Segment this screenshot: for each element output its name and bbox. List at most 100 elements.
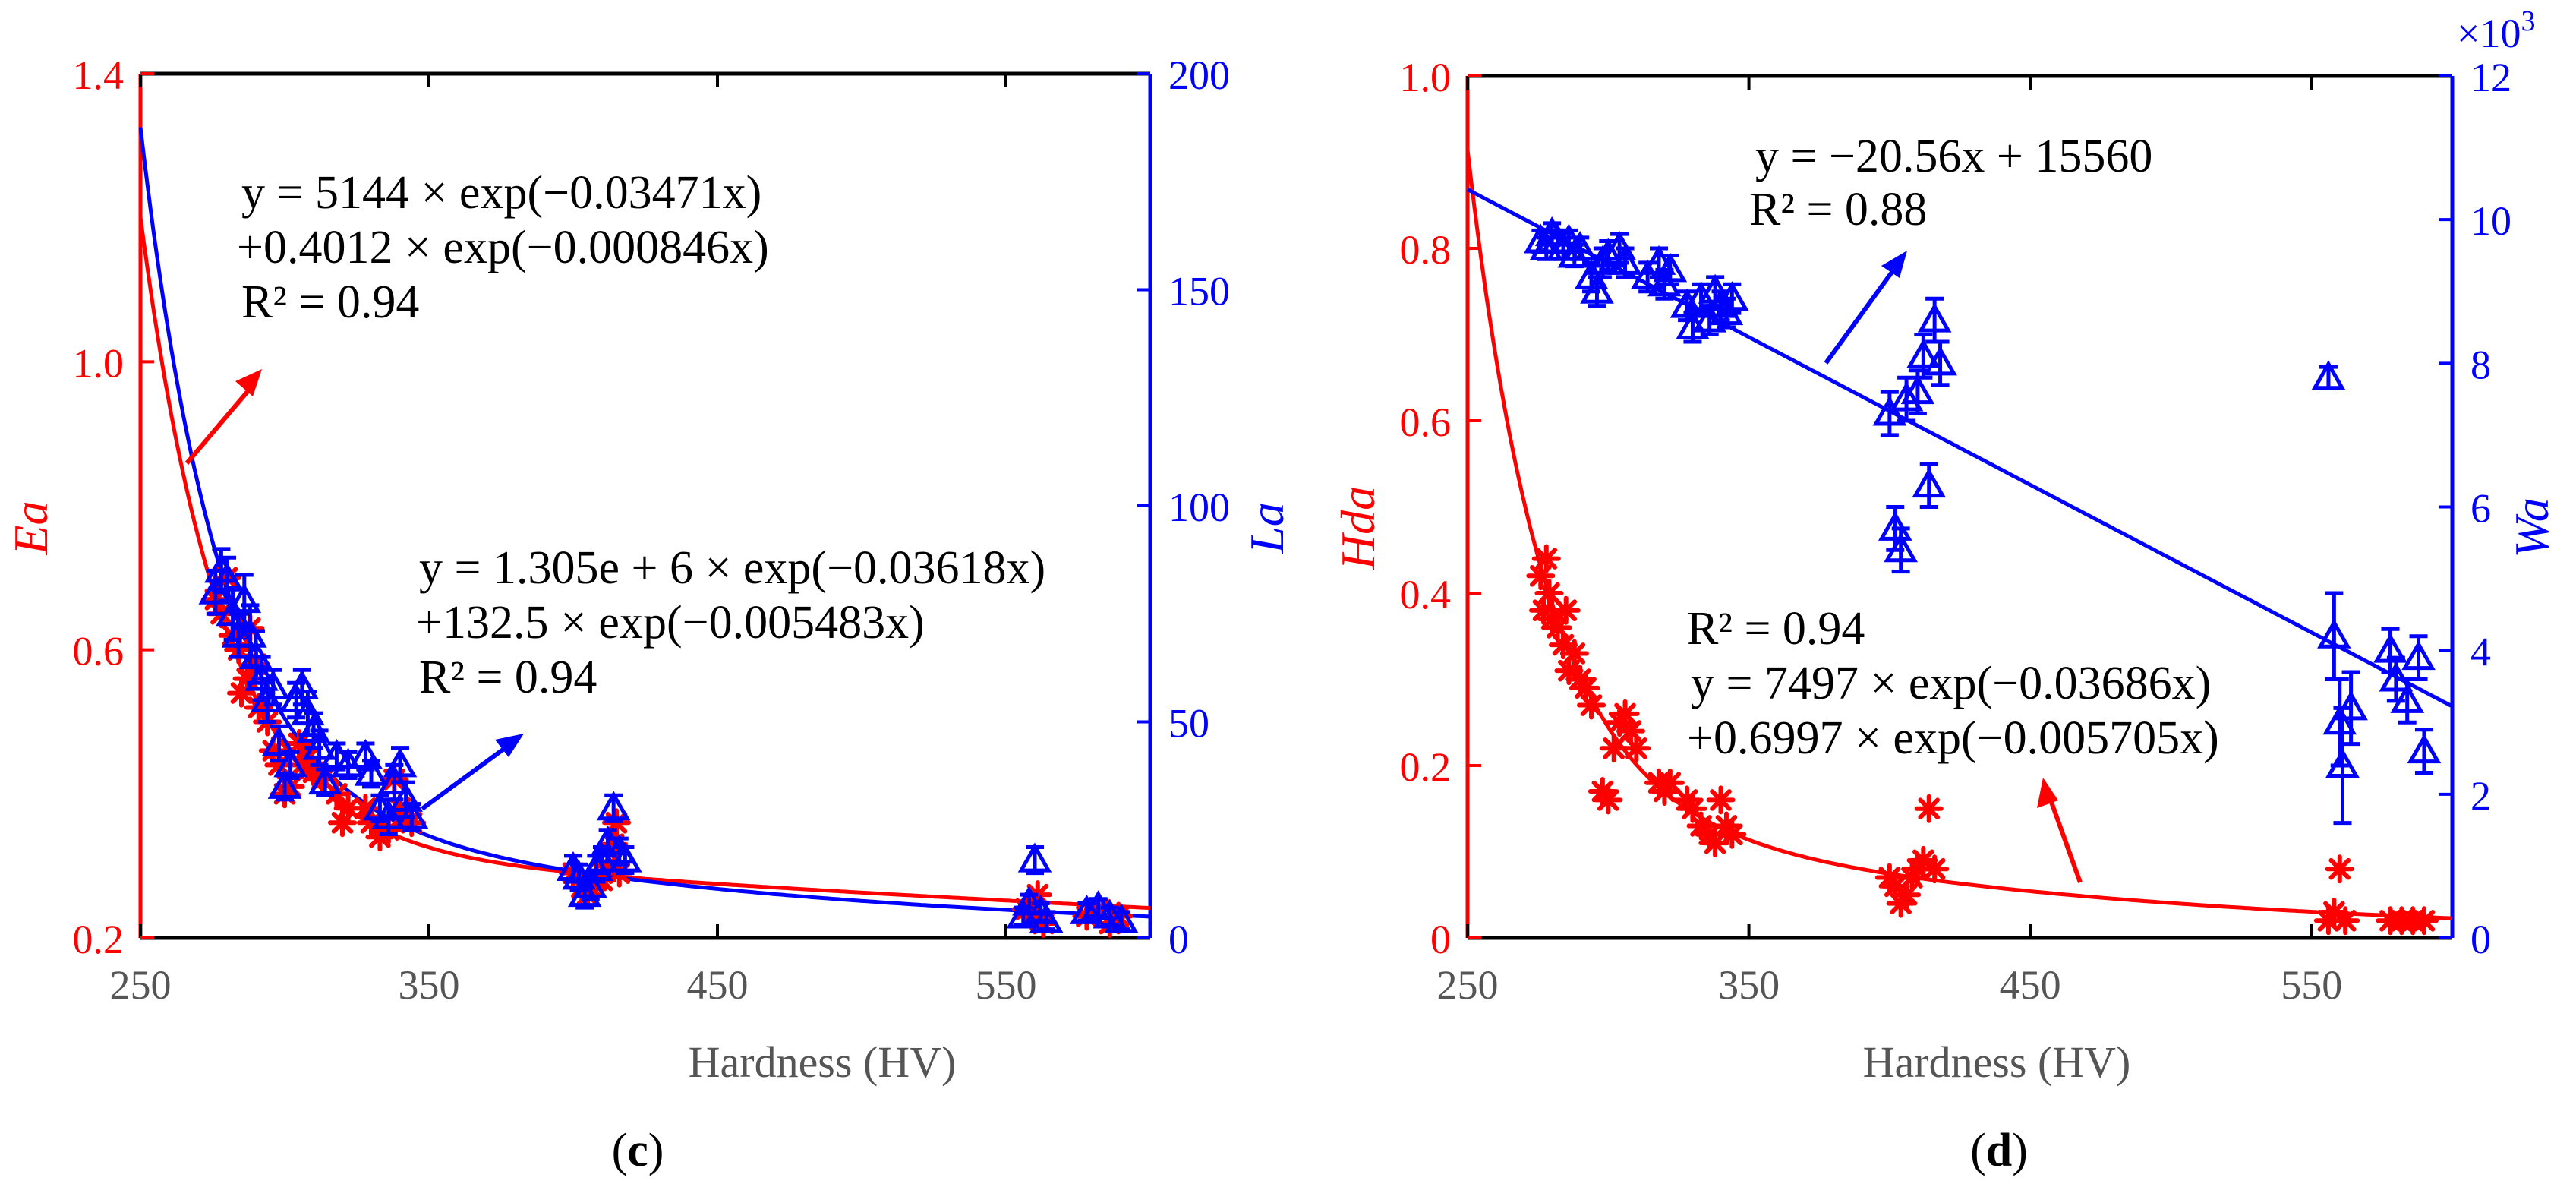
panel-letter-d: d [1986, 1125, 2012, 1176]
right-y-tick-label: 4 [2470, 630, 2491, 675]
data-point-hda [1920, 854, 1950, 884]
data-point-hda [1594, 785, 1623, 815]
fit-equation-la: y = 1.305e + 6 × exp(−0.03618x) +132.5 ×… [416, 542, 1045, 703]
x-tick-label: 550 [976, 962, 1037, 1008]
right-axis-exponent: ×103 [2457, 5, 2535, 56]
data-point-wa [1608, 245, 1642, 279]
data-point-hda [2331, 906, 2360, 936]
x-tick-label: 350 [399, 962, 460, 1008]
equation-la-line-3: R² = 0.94 [419, 652, 597, 703]
x-tick-label: 550 [2281, 962, 2342, 1008]
data-point-la [1104, 903, 1139, 933]
left-y-tick-label: 1.0 [1400, 55, 1452, 100]
right-y-tick-label: 150 [1168, 269, 1230, 314]
fit-equation-hda: R² = 0.94 y = 7497 × exp(−0.03686x) +0.6… [1687, 603, 2219, 764]
right-axis-label-la: La [1240, 502, 1294, 554]
data-point-la [608, 842, 642, 876]
panel-caption-d: (d) [1970, 1125, 2028, 1176]
chart-panel-d: 250 350 450 550 0 0.2 0.4 0.6 0.8 1.0 0 2 4 6 8 10 12 y … [1331, 5, 2559, 1176]
data-point-wa [1884, 526, 1918, 574]
data-point-hda [1717, 819, 1747, 849]
data-point-hda [2409, 906, 2439, 936]
data-point-wa [1906, 333, 1941, 380]
x-tick-label: 250 [110, 962, 172, 1008]
data-point-wa [1923, 339, 1957, 387]
equation-la-line-1: y = 1.305e + 6 × exp(−0.03618x) [419, 542, 1045, 594]
right-y-tick-label: 10 [2470, 198, 2511, 244]
left-axis-label-ea: Ea [4, 500, 58, 555]
data-point-hda [1551, 595, 1581, 625]
data-point-hda [1599, 734, 1629, 763]
data-point-hda [1534, 579, 1564, 608]
plot-area-c: 250 350 450 550 0.2 0.6 1.0 1.4 0 50 100 150 200 [73, 52, 1231, 1008]
fit-curve-hda [1465, 150, 2453, 920]
arrow-wa [1824, 251, 1907, 365]
equation-wa-line-2: R² = 0.88 [1749, 184, 1927, 235]
data-point-wa [1580, 273, 1614, 308]
fit-equation-ea: y = 5144 × exp(−0.03471x) +0.4012 × exp(… [237, 167, 769, 328]
fit-equation-wa: y = −20.56x + 15560 R² = 0.88 [1749, 131, 2152, 235]
equation-hda-line-3: +0.6997 × exp(−0.005705x) [1687, 712, 2219, 764]
chart-panel-c: 250 350 450 550 0.2 0.6 1.0 1.4 0 50 100 150 200 y =… [4, 52, 1294, 1176]
left-y-tick-label: 1.4 [73, 52, 125, 98]
left-y-tick-label: 0.4 [1400, 572, 1452, 617]
data-point-hda [1577, 690, 1606, 720]
left-y-tick-label: 0.8 [1400, 227, 1452, 273]
equation-ea-line-1: y = 5144 × exp(−0.03471x) [241, 167, 761, 219]
data-point-la [273, 747, 307, 780]
data-point-wa [1715, 281, 1749, 315]
data-point-la [1029, 903, 1064, 933]
data-point-wa [2407, 728, 2442, 775]
data-point-hda [1655, 768, 1685, 797]
data-point-wa [2311, 360, 2346, 390]
data-point-la [302, 728, 336, 767]
x-tick-label: 250 [1437, 962, 1499, 1008]
equation-wa-line-1: y = −20.56x + 15560 [1755, 131, 2152, 182]
left-y-tick-label: 0.6 [1400, 399, 1452, 445]
right-y-tick-label: 100 [1168, 485, 1230, 530]
right-y-tick-label: 0 [2470, 917, 2491, 962]
data-point-wa [1653, 252, 1688, 286]
left-y-tick-label: 0 [1430, 917, 1451, 962]
data-point-la [394, 799, 429, 832]
data-point-wa [2373, 627, 2407, 674]
data-point-la [285, 668, 320, 707]
right-y-tick-label: 50 [1168, 701, 1209, 747]
data-point-hda [2325, 854, 2354, 884]
data-point-hda [1622, 734, 1651, 763]
data-point-wa [1889, 375, 1924, 423]
panel-letter-c: c [627, 1125, 648, 1176]
right-y-tick-label: 8 [2470, 342, 2491, 387]
data-point-hda [1914, 794, 1944, 823]
data-point-wa [2401, 634, 2436, 681]
arrow-hda [2037, 778, 2083, 884]
panel-caption-c: (c) [612, 1125, 664, 1176]
right-y-tick-label: 2 [2470, 773, 2491, 819]
data-point-wa [2317, 591, 2351, 681]
right-y-tick-label: 12 [2470, 55, 2511, 100]
right-axis-label-wa: Wa [2505, 497, 2559, 557]
left-y-tick-label: 0.2 [1400, 744, 1452, 790]
data-point-la [383, 746, 418, 784]
x-tick-label: 450 [2000, 962, 2061, 1008]
plot-area-d: 250 350 450 550 0 0.2 0.4 0.6 0.8 1.0 0 2 4 6 8 10 12 [1400, 55, 2512, 1008]
data-point-wa [1872, 390, 1907, 437]
left-axis-label-hda: Hda [1331, 486, 1385, 570]
x-axis-label-d: Hardness (HV) [1863, 1037, 2131, 1087]
arrow-ea [184, 369, 262, 465]
data-point-hda [1559, 639, 1589, 668]
arrow-la [421, 734, 524, 811]
left-y-tick-label: 0.2 [73, 917, 125, 962]
data-point-la [1017, 842, 1052, 876]
data-point-la [596, 791, 631, 823]
left-y-tick-label: 1.0 [73, 340, 125, 386]
data-point-wa [2334, 670, 2368, 747]
equation-ea-line-3: R² = 0.94 [241, 276, 419, 328]
equation-la-line-2: +132.5 × exp(−0.005483x) [416, 597, 925, 649]
equation-hda-line-1: R² = 0.94 [1687, 603, 1865, 655]
right-y-tick-label: 0 [1168, 917, 1189, 962]
x-tick-label: 350 [1718, 962, 1780, 1008]
left-y-tick-label: 0.6 [73, 629, 125, 674]
x-axis-label-c: Hardness (HV) [689, 1037, 957, 1087]
